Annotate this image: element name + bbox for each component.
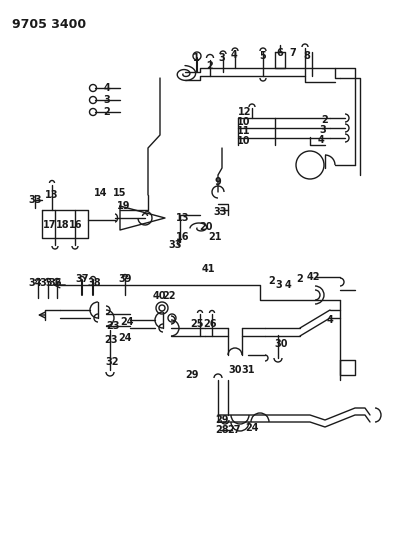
Text: 18: 18 — [56, 220, 70, 230]
Text: 4: 4 — [327, 315, 333, 325]
Text: 10: 10 — [237, 117, 251, 127]
Text: 15: 15 — [113, 188, 127, 198]
Text: 20: 20 — [199, 222, 213, 232]
Text: 26: 26 — [203, 319, 217, 329]
Text: 16: 16 — [69, 220, 83, 230]
Text: 23: 23 — [104, 335, 118, 345]
Text: 11: 11 — [237, 126, 251, 136]
Text: 3: 3 — [276, 280, 282, 290]
Text: 30: 30 — [228, 365, 242, 375]
Text: 39: 39 — [118, 274, 132, 284]
Text: 3: 3 — [219, 53, 225, 63]
Text: 40: 40 — [152, 291, 166, 301]
Text: 2: 2 — [322, 115, 328, 125]
Text: 13: 13 — [176, 213, 190, 223]
Text: 16: 16 — [176, 232, 190, 242]
Text: 41: 41 — [201, 264, 215, 274]
Text: 33: 33 — [168, 240, 182, 250]
Text: 14: 14 — [94, 188, 108, 198]
Text: 4: 4 — [318, 135, 324, 145]
Text: 21: 21 — [208, 232, 222, 242]
Text: 17: 17 — [43, 220, 57, 230]
Text: 19: 19 — [117, 201, 131, 211]
Text: 2: 2 — [297, 274, 303, 284]
Text: 12: 12 — [238, 107, 252, 117]
Text: 24: 24 — [118, 333, 132, 343]
Text: 29: 29 — [185, 370, 199, 380]
Text: 42: 42 — [306, 272, 320, 282]
Text: 4: 4 — [231, 50, 238, 60]
Text: 2: 2 — [207, 61, 213, 71]
Text: 36: 36 — [48, 278, 62, 288]
Text: 28: 28 — [215, 425, 229, 435]
Text: 3: 3 — [320, 125, 326, 135]
Text: 10: 10 — [237, 136, 251, 146]
Text: 30: 30 — [274, 339, 288, 349]
Text: 33: 33 — [213, 207, 227, 217]
Text: 29: 29 — [215, 415, 229, 425]
Text: 6: 6 — [277, 48, 283, 58]
Text: 8: 8 — [304, 51, 310, 61]
Text: 22: 22 — [162, 291, 176, 301]
Text: 25: 25 — [190, 319, 204, 329]
Text: 33: 33 — [28, 195, 42, 205]
Text: 13: 13 — [45, 190, 59, 200]
Text: 23: 23 — [106, 321, 120, 331]
Text: 9: 9 — [215, 177, 222, 187]
Text: 7: 7 — [290, 48, 296, 58]
Text: 32: 32 — [105, 357, 119, 367]
Text: 24: 24 — [245, 423, 259, 433]
Text: 2: 2 — [269, 276, 275, 286]
Text: 2: 2 — [104, 107, 111, 117]
Text: 27: 27 — [227, 425, 241, 435]
Text: 3: 3 — [104, 95, 111, 105]
Text: 34: 34 — [28, 278, 42, 288]
Text: 4: 4 — [104, 83, 111, 93]
Text: 35: 35 — [39, 278, 53, 288]
Text: 5: 5 — [260, 51, 266, 61]
Text: 1: 1 — [193, 53, 199, 63]
Text: 38: 38 — [87, 278, 101, 288]
Text: 37: 37 — [75, 274, 89, 284]
Text: 31: 31 — [241, 365, 255, 375]
Text: 4: 4 — [285, 280, 291, 290]
Text: 9705 3400: 9705 3400 — [12, 18, 86, 31]
Text: 24: 24 — [120, 317, 134, 327]
